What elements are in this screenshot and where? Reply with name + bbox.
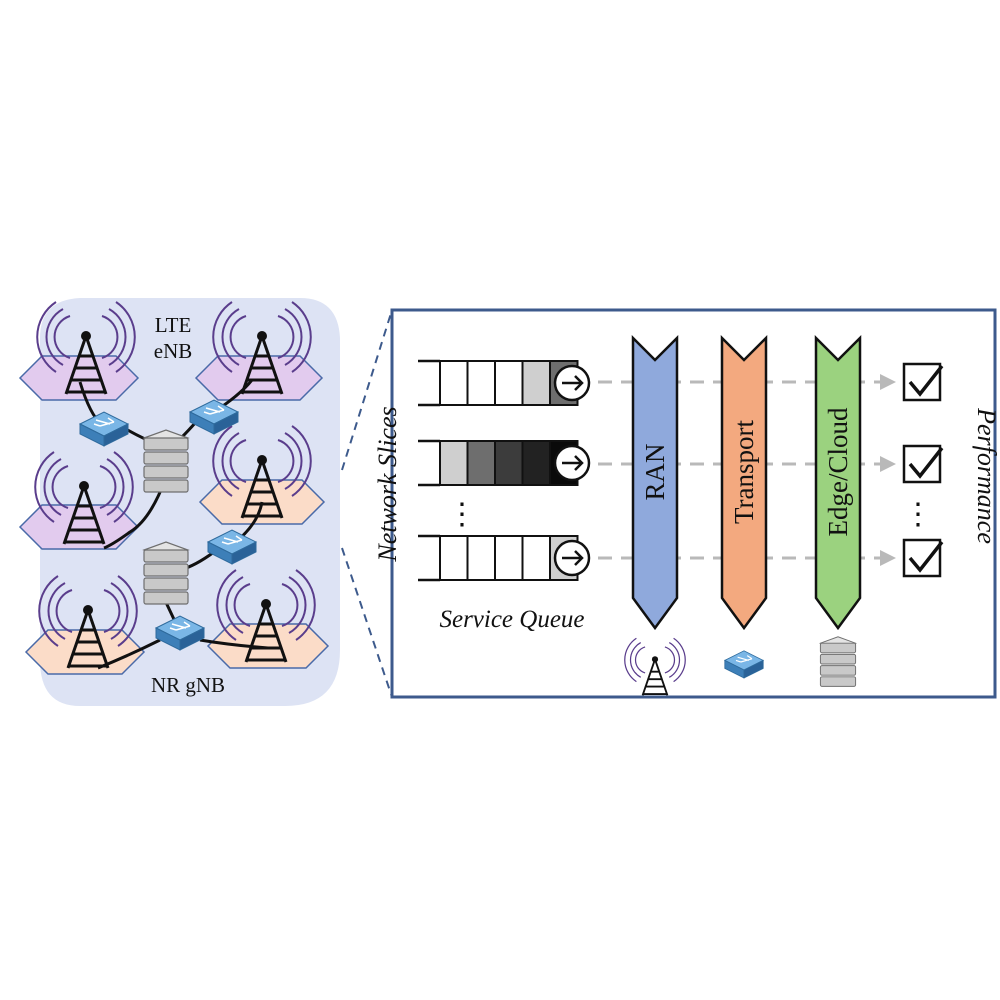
queue-slot (466, 360, 496, 406)
service-queues (418, 359, 591, 582)
nr-gnb-label: NR gNB (151, 673, 225, 697)
performance-checks (902, 362, 944, 578)
network-topology: LTE eNB NR gNB (18, 298, 340, 706)
stage-edge-cloud: Edge/Cloud (814, 334, 862, 687)
queue-slot (521, 440, 551, 486)
lte-label: LTE (155, 313, 192, 337)
nr-cell-hexagon (206, 623, 330, 669)
check-icon (902, 444, 944, 484)
nr-cell-hexagon (24, 629, 146, 675)
stage-bar (720, 334, 768, 631)
slicing-panel: Network Slices Performance Service Queue… (373, 308, 1000, 699)
stage-label: Transport (729, 419, 759, 524)
performance-label: Performance (972, 407, 1000, 544)
service-queue-label: Service Queue (439, 606, 584, 633)
queue-slot (521, 535, 551, 581)
performance-ellipsis: ⋮ (903, 498, 933, 531)
network-slices-label: Network Slices (373, 406, 402, 562)
flow-arrowheads (880, 374, 896, 566)
queue-output-arrow-icon (553, 539, 591, 577)
processing-stages: RAN Transport Edge/Cloud (623, 334, 862, 697)
server-stack-icon (143, 429, 189, 493)
service-queue (418, 359, 591, 407)
check-icon (902, 538, 944, 578)
queue-slot (466, 535, 496, 581)
zoom-connector-lines (341, 309, 393, 698)
stage-label: RAN (640, 443, 670, 500)
stage-transport: Transport (720, 334, 768, 679)
stage-bar (814, 334, 862, 631)
server-stack-icon (819, 636, 857, 687)
queue-ellipsis: ⋮ (447, 498, 477, 531)
stage-ran: RAN (623, 334, 687, 697)
queue-output-arrow-icon (553, 364, 591, 402)
service-queue (418, 439, 591, 487)
server-stack-icon (143, 541, 189, 605)
stage-bar (631, 334, 679, 631)
enb-label: eNB (154, 339, 193, 363)
queue-slot (439, 360, 469, 406)
queue-output-arrow-icon (553, 444, 591, 482)
queue-slot (466, 440, 496, 486)
queue-slot (439, 535, 469, 581)
service-queue (418, 534, 591, 582)
check-icon (902, 362, 944, 402)
queue-slot (494, 535, 524, 581)
queue-slot (494, 440, 524, 486)
queue-slot (521, 360, 551, 406)
stage-label: Edge/Cloud (823, 407, 853, 536)
queue-slot (439, 440, 469, 486)
queue-slot (494, 360, 524, 406)
